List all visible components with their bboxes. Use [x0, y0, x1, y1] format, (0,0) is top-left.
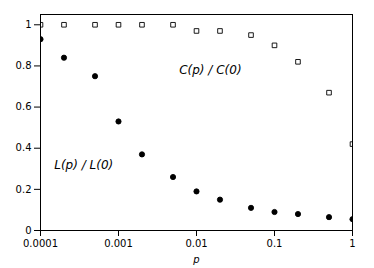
- svg-text:0.01: 0.01: [185, 238, 207, 249]
- svg-text:0.1: 0.1: [267, 238, 283, 249]
- svg-text:0.6: 0.6: [16, 101, 32, 112]
- svg-text:p: p: [192, 254, 199, 265]
- svg-text:0: 0: [25, 225, 31, 236]
- svg-text:0.8: 0.8: [16, 60, 32, 71]
- svg-text:C(p) / C(0): C(p) / C(0): [179, 63, 241, 77]
- svg-text:L(p) / L(0): L(p) / L(0): [54, 158, 113, 172]
- svg-text:1: 1: [25, 19, 31, 30]
- svg-text:0.4: 0.4: [16, 142, 32, 153]
- svg-text:0.001: 0.001: [104, 238, 133, 249]
- svg-text:0.0001: 0.0001: [23, 238, 58, 249]
- svg-text:1: 1: [349, 238, 355, 249]
- svg-text:0.2: 0.2: [16, 184, 32, 195]
